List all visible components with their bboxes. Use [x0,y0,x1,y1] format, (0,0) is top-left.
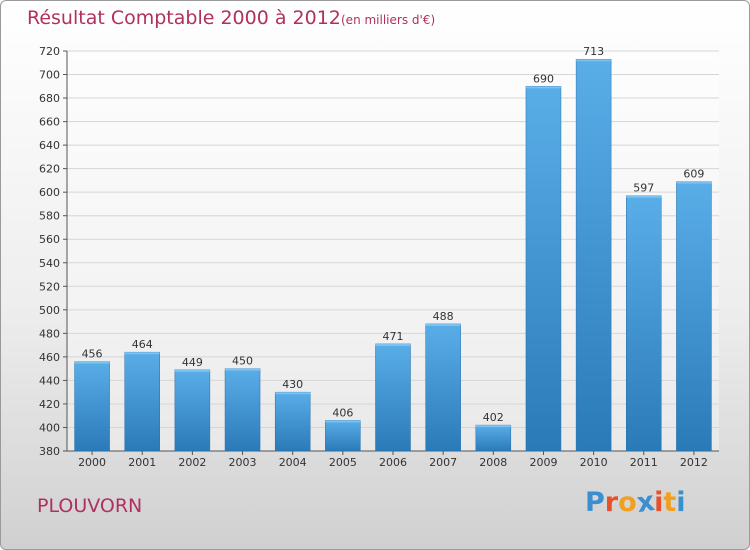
logo-letter: x [635,486,657,519]
y-tick-label: 540 [39,257,60,270]
y-tick-label: 500 [39,304,60,317]
y-tick-label: 400 [39,421,60,434]
logo-letter: i [676,487,685,518]
bar-2001 [125,352,160,451]
bar-2006 [376,344,411,451]
bar-2012 [676,182,711,451]
y-tick-label: 580 [39,210,60,223]
y-tick-label: 600 [39,186,60,199]
bar-top-2005 [325,420,360,422]
bar-top-2011 [626,196,661,198]
data-label-2010: 713 [583,45,604,58]
y-tick-label: 640 [39,139,60,152]
bar-top-2010 [576,59,611,61]
bar-2010 [576,59,611,451]
bar-top-2000 [75,362,110,364]
x-tick-label-2000: 2000 [78,456,106,469]
logo-letter: P [585,487,605,518]
y-tick-label: 420 [39,398,60,411]
data-label-2012: 609 [683,168,704,181]
y-tick-label: 440 [39,374,60,387]
x-tick-label-2004: 2004 [279,456,307,469]
bar-top-2002 [175,370,210,372]
y-tick-label: 480 [39,327,60,340]
x-tick-label-2009: 2009 [529,456,557,469]
data-label-2007: 488 [433,310,454,323]
logo-letter: t [663,487,676,518]
data-label-2006: 471 [383,330,404,343]
bar-top-2009 [526,86,561,88]
x-tick-label-2006: 2006 [379,456,407,469]
bar-chart: 380 400 420 440 460 480 500 520 540 560 580 600 620 6… [1,1,750,550]
bar-2008 [476,425,511,451]
data-label-2005: 406 [332,406,353,419]
bar-2003 [225,369,260,451]
bar-2011 [626,196,661,451]
logo-letter: o [618,487,637,518]
y-tick-label: 620 [39,163,60,176]
y-tick-label: 680 [39,92,60,105]
y-tick-label: 560 [39,233,60,246]
x-tick-label-2010: 2010 [580,456,608,469]
y-tick-label: 380 [39,445,60,458]
x-tick-label-2011: 2011 [630,456,658,469]
data-label-2001: 464 [132,338,153,351]
data-label-2004: 430 [282,378,303,391]
bar-2004 [275,392,310,451]
bar-top-2012 [676,182,711,184]
x-tick-label-2008: 2008 [479,456,507,469]
bar-top-2001 [125,352,160,354]
y-tick-label: 520 [39,280,60,293]
x-tick-label-2007: 2007 [429,456,457,469]
bar-2009 [526,86,561,451]
data-label-2009: 690 [533,72,554,85]
bar-2005 [325,420,360,451]
data-label-2000: 456 [82,348,103,361]
bar-top-2007 [426,324,461,326]
bar-top-2003 [225,369,260,371]
bar-top-2006 [376,344,411,346]
bar-2000 [75,362,110,451]
y-tick-label: 460 [39,351,60,364]
x-tick-label-2002: 2002 [178,456,206,469]
logo-letter: r [605,487,618,518]
x-tick-label-2012: 2012 [680,456,708,469]
bar-top-2008 [476,425,511,427]
chart-frame: Résultat Comptable 2000 à 2012 (en milli… [0,0,750,550]
x-tick-label-2005: 2005 [329,456,357,469]
y-tick-label: 700 [39,69,60,82]
data-label-2003: 450 [232,355,253,368]
data-label-2011: 597 [633,182,654,195]
data-label-2008: 402 [483,411,504,424]
data-label-2002: 449 [182,356,203,369]
y-tick-label: 660 [39,116,60,129]
bar-2007 [426,324,461,451]
bar-2002 [175,370,210,451]
y-tick-label: 720 [39,45,60,58]
x-tick-label-2001: 2001 [128,456,156,469]
commune-name: PLOUVORN [37,495,142,517]
x-tick-label-2003: 2003 [229,456,257,469]
bar-top-2004 [275,392,310,394]
proxiti-logo[interactable]: Proxiti [585,487,686,518]
